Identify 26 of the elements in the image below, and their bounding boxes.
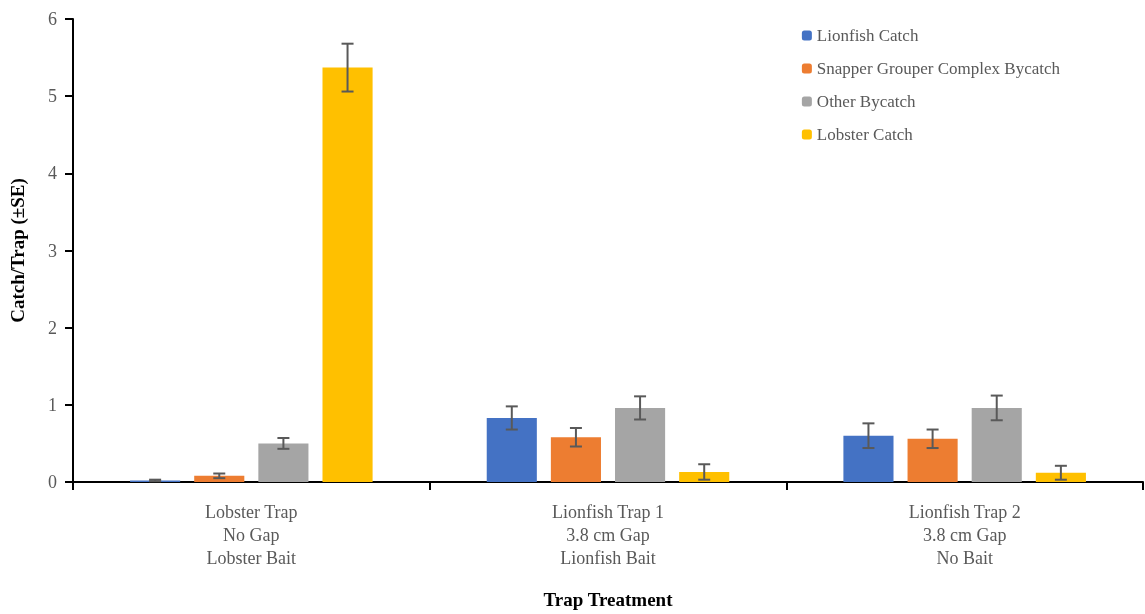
bar xyxy=(322,67,373,482)
x-tick-label: Lionfish Trap 2 3.8 cm Gap No Bait xyxy=(908,501,1021,568)
y-tick-label: 5 xyxy=(48,86,57,107)
bar xyxy=(615,407,666,482)
x-axis-title: Trap Treatment xyxy=(543,589,674,610)
legend-label: Snapper Grouper Complex Bycatch xyxy=(816,59,1061,78)
bar xyxy=(907,438,958,482)
legend-label: Lobster Catch xyxy=(816,125,914,144)
y-tick-label: 1 xyxy=(48,394,57,415)
bar xyxy=(1035,472,1086,482)
y-axis-title: Catch/Trap (±SE) xyxy=(7,178,29,323)
y-tick-label: 2 xyxy=(48,317,57,338)
x-tick-label: Lobster Trap No Gap Lobster Bait xyxy=(205,501,298,568)
bar xyxy=(258,443,309,482)
bar xyxy=(971,407,1022,482)
bar xyxy=(679,471,730,482)
legend-label: Other Bycatch xyxy=(816,92,917,111)
x-tick-label: Lionfish Trap 1 3.8 cm Gap Lionfish Bait xyxy=(551,501,665,568)
bar xyxy=(550,437,601,482)
y-tick-label: 6 xyxy=(48,9,57,29)
bar xyxy=(843,435,894,482)
legend-label: Lionfish Catch xyxy=(816,26,919,45)
y-tick-label: 3 xyxy=(48,240,57,261)
y-tick-label: 4 xyxy=(48,163,57,184)
y-tick-label: 0 xyxy=(48,472,57,492)
bar xyxy=(486,417,537,482)
